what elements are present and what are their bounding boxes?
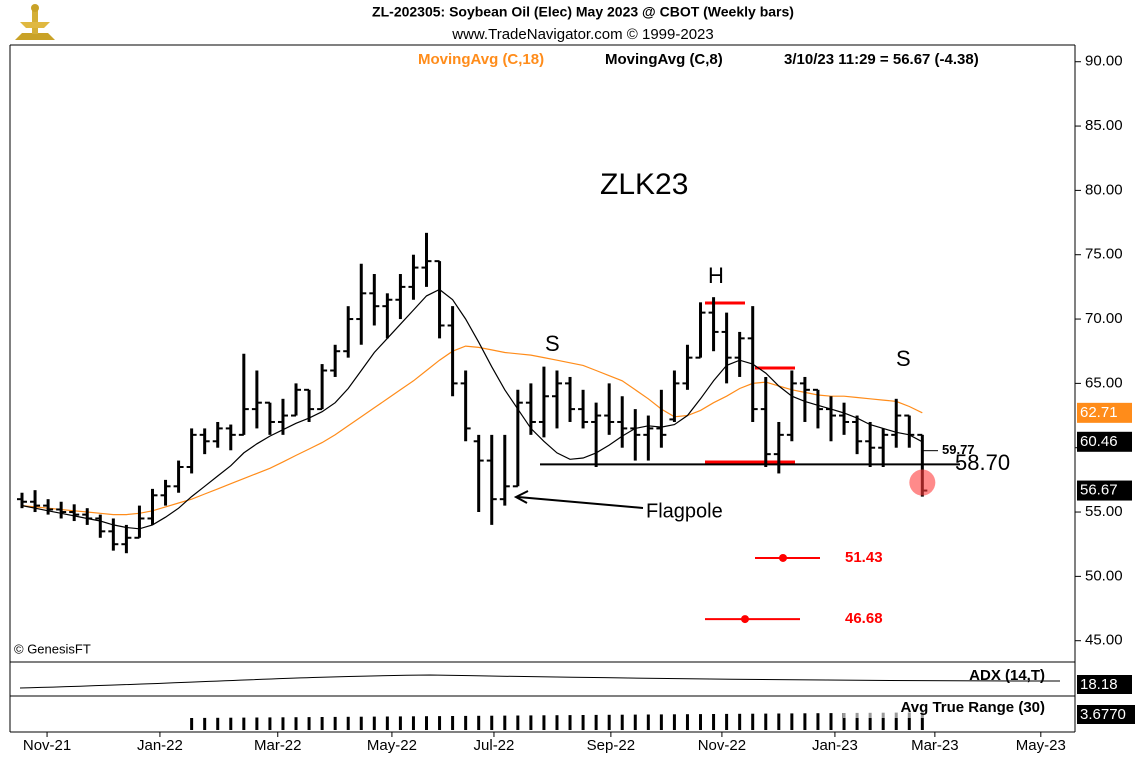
title: ZL-202305: Soybean Oil (Elec) May 2023 @…: [372, 4, 794, 20]
x-tick-label: Jul-22: [474, 737, 515, 754]
y-tick-label: 75.00: [1085, 246, 1123, 263]
y-tick-label: 80.00: [1085, 181, 1123, 198]
target-label: 46.68: [845, 610, 883, 627]
value-box: [1077, 431, 1132, 452]
x-tick-label: May-23: [1016, 737, 1066, 754]
target-label: 51.43: [845, 549, 883, 566]
panel-label: ADX (14,T): [969, 667, 1045, 684]
x-tick-label: Sep-22: [587, 737, 635, 754]
atr-histogram: [190, 712, 924, 730]
value-box: [1077, 675, 1132, 694]
y-tick-label: 90.00: [1085, 53, 1123, 70]
flagpole-arrow: [513, 490, 644, 509]
symbol-label: ZLK23: [600, 168, 688, 201]
y-tick-label: 50.00: [1085, 567, 1123, 584]
atr-value: 3.6770: [1080, 706, 1126, 723]
value-box-label: 62.71: [1080, 404, 1118, 421]
subtitle: www.TradeNavigator.com © 1999-2023: [451, 26, 713, 43]
value-box-label: 56.67: [1080, 482, 1118, 499]
annotation: H: [708, 263, 724, 288]
x-tick-label: Nov-21: [23, 737, 71, 754]
x-tick-label: Mar-22: [254, 737, 302, 754]
copyright: © GenesisFT: [14, 641, 91, 656]
y-tick-label: 85.00: [1085, 117, 1123, 134]
x-tick-label: Nov-22: [698, 737, 746, 754]
panel-label: Avg True Range (30): [901, 699, 1045, 716]
x-tick-label: Jan-22: [137, 737, 183, 754]
annotation: S: [896, 346, 911, 371]
adx-line: [19, 674, 1061, 689]
readout: 3/10/23 11:29 = 56.67 (-4.38): [784, 51, 979, 68]
label-bg: [843, 698, 1048, 718]
adx-value: 18.18: [1080, 676, 1118, 693]
target-dot: [741, 615, 749, 624]
target-dot: [779, 553, 787, 562]
y-tick-label: 70.00: [1085, 310, 1123, 327]
value-box: [1077, 705, 1135, 724]
y-tick-label: 65.00: [1085, 374, 1123, 391]
y-tick-label: 45.00: [1085, 632, 1123, 649]
marker-label: 59.77: [942, 442, 975, 457]
annotation: S: [545, 331, 560, 356]
logo: [15, 4, 55, 40]
x-tick-label: Jan-23: [812, 737, 858, 754]
highlight: [909, 469, 936, 496]
moving-average: [21, 288, 923, 530]
moving-average: [21, 345, 923, 516]
value-box: [1077, 480, 1132, 501]
x-tick-label: Mar-23: [911, 737, 959, 754]
annotation: Flagpole: [646, 500, 723, 522]
legend-entry: MovingAvg (C,18): [418, 51, 544, 68]
y-tick-label: 55.00: [1085, 503, 1123, 520]
legend-entry: MovingAvg (C,8): [605, 51, 723, 68]
value-box-label: 60.46: [1080, 433, 1118, 450]
neckline-label: 58.70: [955, 450, 1010, 475]
x-tick-label: May-22: [367, 737, 417, 754]
value-box: [1077, 402, 1132, 423]
